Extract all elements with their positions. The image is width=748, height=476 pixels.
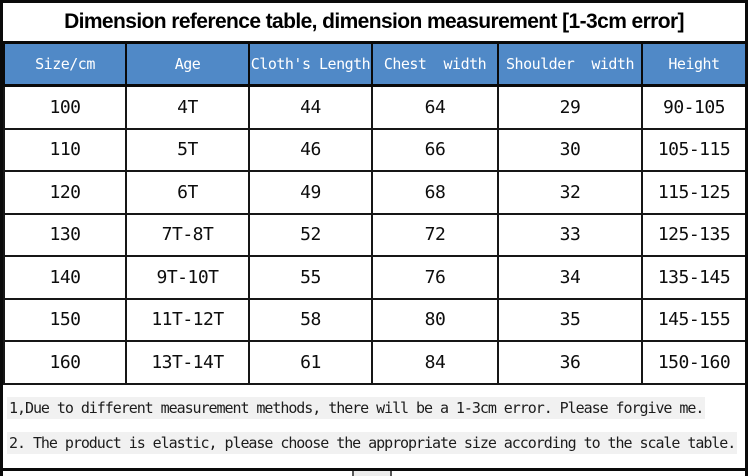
note-line-2: 2. The product is elastic, please choose… xyxy=(7,431,743,455)
table-cell: 52 xyxy=(248,212,373,257)
table-cell: 44 xyxy=(248,84,373,130)
table-cell: 90-105 xyxy=(641,84,745,130)
table-cell: 58 xyxy=(248,297,373,342)
table-cell: 80 xyxy=(371,297,499,342)
table-cell: 120 xyxy=(3,170,127,215)
table-cell: 105-115 xyxy=(641,127,745,172)
size-table-header-row: Size/cm Age Cloth's Length Chest width S… xyxy=(3,41,745,87)
table-cell: 55 xyxy=(248,255,373,300)
bottom-border xyxy=(3,468,745,471)
column-header-cloth-length: Cloth's Length xyxy=(248,41,373,87)
table-cell: 160 xyxy=(3,340,127,385)
table-cell: 13T-14T xyxy=(125,340,250,385)
table-row: 120 6T 49 68 32 115-125 xyxy=(3,170,745,215)
table-cell: 33 xyxy=(497,212,643,257)
table-cell: 11T-12T xyxy=(125,297,250,342)
size-table: Size/cm Age Cloth's Length Chest width S… xyxy=(3,41,745,385)
note-text: 2. The product is elastic, please choose… xyxy=(7,431,738,454)
table-cell: 100 xyxy=(3,84,127,130)
table-row: 140 9T-10T 55 76 34 135-145 xyxy=(3,255,745,300)
column-header-height: Height xyxy=(641,41,745,87)
notes-section: 1,Due to different measurement methods, … xyxy=(3,385,745,469)
table-cell: 30 xyxy=(497,127,643,172)
table-cell: 5T xyxy=(125,127,250,172)
table-cell: 115-125 xyxy=(641,170,745,215)
table-cell: 61 xyxy=(248,340,373,385)
table-cell: 145-155 xyxy=(641,297,745,342)
table-cell: 32 xyxy=(497,170,643,215)
table-cell: 34 xyxy=(497,255,643,300)
table-cell: 150 xyxy=(3,297,127,342)
table-cell: 35 xyxy=(497,297,643,342)
column-header-age: Age xyxy=(125,41,250,87)
table-cell: 140 xyxy=(3,255,127,300)
table-cell: 46 xyxy=(248,127,373,172)
table-cell: 72 xyxy=(371,212,499,257)
table-cell: 9T-10T xyxy=(125,255,250,300)
page-title: Dimension reference table, dimension mea… xyxy=(64,10,684,33)
table-cell: 6T xyxy=(125,170,250,215)
table-cell: 4T xyxy=(125,84,250,130)
table-cell: 76 xyxy=(371,255,499,300)
column-header-chest-width: Chest width xyxy=(371,41,499,87)
table-row: 130 7T-8T 52 72 33 125-135 xyxy=(3,212,745,257)
table-cell: 66 xyxy=(371,127,499,172)
table-row: 150 11T-12T 58 80 35 145-155 xyxy=(3,297,745,342)
table-cell: 7T-8T xyxy=(125,212,250,257)
table-row: 100 4T 44 64 29 90-105 xyxy=(3,84,745,130)
table-cell: 36 xyxy=(497,340,643,385)
table-cell: 150-160 xyxy=(641,340,745,385)
note-text: 1,Due to different measurement methods, … xyxy=(7,396,706,419)
sliver-divider xyxy=(390,471,392,476)
table-cell: 125-135 xyxy=(641,212,745,257)
column-header-shoulder-width: Shoulder width xyxy=(497,41,643,87)
table-fragment-sliver xyxy=(3,471,745,476)
table-cell: 29 xyxy=(497,84,643,130)
column-header-size: Size/cm xyxy=(3,41,127,87)
sliver-divider xyxy=(352,471,354,476)
table-row: 110 5T 46 66 30 105-115 xyxy=(3,127,745,172)
table-cell: 64 xyxy=(371,84,499,130)
sliver-cell xyxy=(354,471,390,476)
table-cell: 68 xyxy=(371,170,499,215)
table-cell: 130 xyxy=(3,212,127,257)
table-cell: 84 xyxy=(371,340,499,385)
table-cell: 49 xyxy=(248,170,373,215)
note-line-1: 1,Due to different measurement methods, … xyxy=(7,396,743,420)
table-cell: 110 xyxy=(3,127,127,172)
table-cell: 135-145 xyxy=(641,255,745,300)
table-row: 160 13T-14T 61 84 36 150-160 xyxy=(3,340,745,385)
